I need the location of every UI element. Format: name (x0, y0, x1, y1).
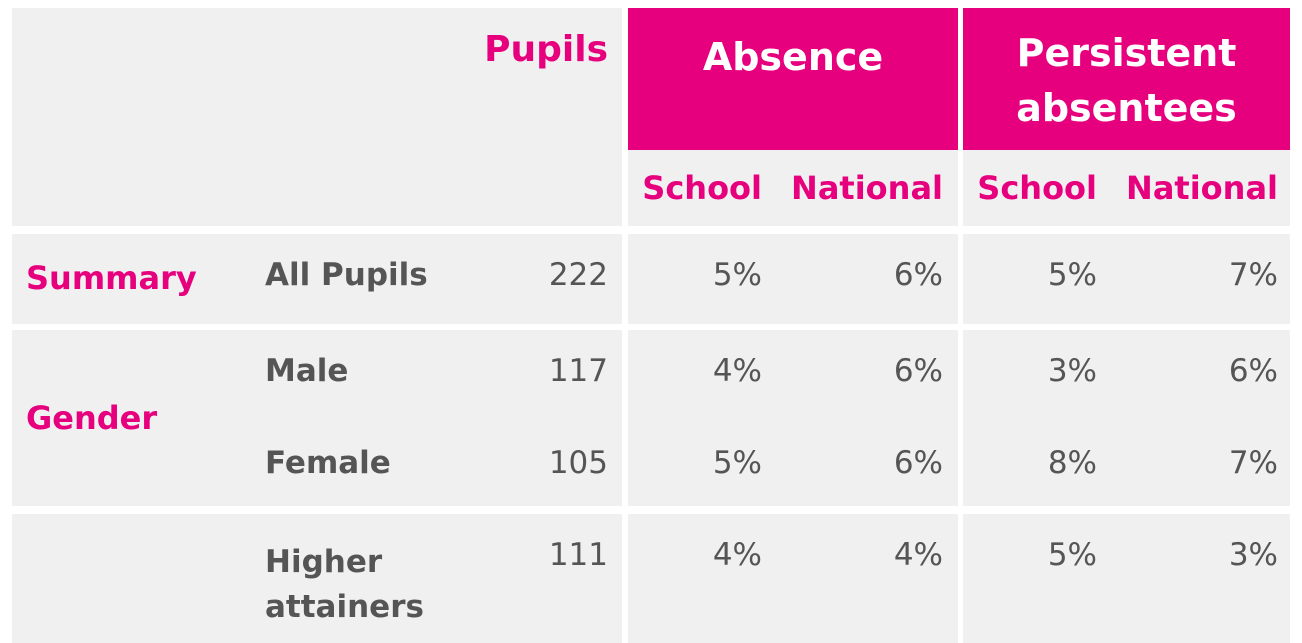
cell-absence-national: 6% (893, 445, 943, 481)
row-gender-absence-block (628, 330, 958, 506)
group-higher-attainers: Higher attainers (265, 544, 424, 625)
row-attainers-persistent-block (963, 514, 1290, 643)
cell-absence-school: 5% (712, 257, 762, 293)
absence-header-band (628, 8, 958, 150)
cell-absence-school: 4% (712, 537, 762, 573)
cell-pupils: 111 (548, 537, 608, 573)
cell-absence-school: 5% (712, 445, 762, 481)
cell-persistent-school: 3% (1047, 353, 1097, 389)
persistent-header: Persistent absentees (1016, 31, 1237, 131)
cell-persistent-national: 6% (1228, 353, 1278, 389)
cell-persistent-school: 5% (1047, 537, 1097, 573)
row-summary-persistent-block (963, 234, 1290, 324)
row-summary-left-block (12, 234, 622, 324)
pupils-header: Pupils (484, 29, 608, 70)
persistent-national-subheader: National (1126, 169, 1278, 207)
group-male: Male (265, 353, 349, 389)
header-persistent-sub-block (963, 150, 1290, 226)
cell-persistent-school: 8% (1047, 445, 1097, 481)
header-left-block (12, 8, 622, 226)
category-gender: Gender (26, 399, 158, 437)
cell-absence-school: 4% (712, 353, 762, 389)
absence-header: Absence (702, 35, 884, 79)
persistent-school-subheader: School (977, 169, 1097, 207)
cell-persistent-national: 7% (1228, 257, 1278, 293)
absence-school-subheader: School (642, 169, 762, 207)
group-female: Female (265, 445, 391, 481)
row-attainers-absence-block (628, 514, 958, 643)
cell-persistent-school: 5% (1047, 257, 1097, 293)
cell-absence-national: 6% (893, 257, 943, 293)
cell-persistent-national: 3% (1228, 537, 1278, 573)
row-gender-left-block (12, 330, 622, 506)
persistent-header-band (963, 8, 1290, 150)
row-gender-persistent-block (963, 330, 1290, 506)
row-summary-absence-block (628, 234, 958, 324)
cell-absence-national: 4% (893, 537, 943, 573)
row-attainers-left-block (12, 514, 622, 643)
cell-pupils: 117 (548, 353, 608, 389)
category-summary: Summary (26, 259, 197, 297)
cell-persistent-national: 7% (1228, 445, 1278, 481)
absence-national-subheader: National (791, 169, 943, 207)
cell-pupils: 105 (548, 445, 608, 481)
cell-pupils: 222 (548, 257, 608, 293)
cell-absence-national: 6% (893, 353, 943, 389)
header-absence-sub-block (628, 150, 958, 226)
group-all-pupils: All Pupils (265, 257, 428, 293)
